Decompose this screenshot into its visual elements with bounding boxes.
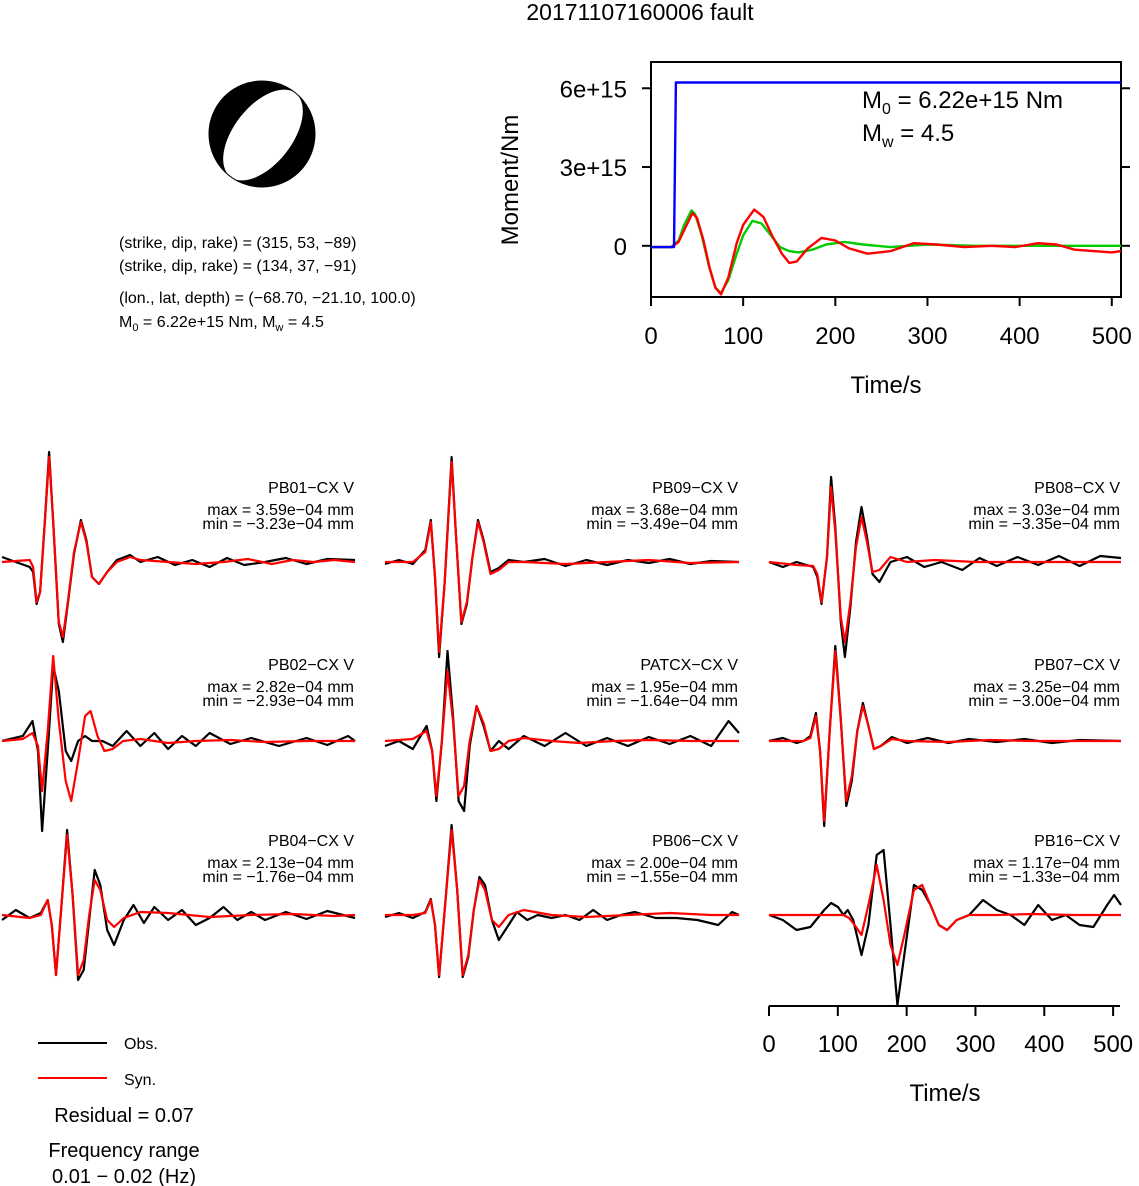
legend: Obs. Syn. <box>38 1036 158 1089</box>
station-name: PB01−CX V <box>268 480 354 497</box>
station-min: min = −1.76e−04 mm <box>202 869 354 886</box>
moment-chart: Moment/Nm Time/s 0 100 200 300 400 500 0 3e+15 6… <box>497 61 1132 399</box>
waveform-x-tick-label: 300 <box>955 1031 995 1058</box>
station-max: max = 3.59e−04 mm <box>207 502 354 519</box>
station-max: max = 1.95e−04 mm <box>591 679 738 696</box>
moment-synthetic-line <box>651 208 1122 296</box>
residual-text: Residual = 0.07 <box>54 1105 194 1127</box>
station-name: PB06−CX V <box>652 833 738 850</box>
magnitude-summary: M0 = 6.22e+15 Nm, Mw = 4.5 <box>119 314 324 334</box>
synthetic-waveform <box>768 485 1121 644</box>
synthetic-waveform <box>385 460 740 654</box>
synthetic-waveform <box>1 833 356 977</box>
moment-x-tick-label: 500 <box>1092 323 1132 350</box>
synthetic-waveform <box>769 649 1121 823</box>
frequency-range-title: Frequency range <box>48 1140 199 1162</box>
station-max: max = 3.68e−04 mm <box>591 502 738 519</box>
station-min: min = −1.64e−04 mm <box>586 693 738 710</box>
station-min: min = −2.93e−04 mm <box>202 693 354 710</box>
station-max: max = 3.03e−04 mm <box>973 502 1120 519</box>
waveform-x-tick-label: 200 <box>887 1031 927 1058</box>
waveform-time-axis: Time/s 0 100 200 300 400 500 <box>762 1005 1133 1107</box>
moment-annotation-m0: M0 = 6.22e+15 Nm <box>862 87 1063 118</box>
synthetic-waveform <box>1 455 356 639</box>
station-name: PB04−CX V <box>268 833 354 850</box>
station-min: min = −1.33e−04 mm <box>968 869 1120 886</box>
moment-x-tick-label: 100 <box>723 323 763 350</box>
moment-cumulative-line <box>651 81 1121 249</box>
frequency-range-value: 0.01 − 0.02 (Hz) <box>52 1166 196 1186</box>
station-min: min = −3.35e−04 mm <box>968 516 1120 533</box>
station-name: PB02−CX V <box>268 657 354 674</box>
station-min: min = −3.00e−04 mm <box>968 693 1120 710</box>
moment-y-tick-label: 6e+15 <box>560 76 627 103</box>
moment-y-tick-label: 0 <box>614 234 627 261</box>
moment-x-tick-label: 200 <box>815 323 855 350</box>
moment-plot-frame <box>650 61 1122 298</box>
waveform-x-tick-label: 0 <box>762 1031 775 1058</box>
moment-y-axis-label: Moment/Nm <box>497 115 524 246</box>
station-max: max = 2.82e−04 mm <box>207 679 354 696</box>
waveform-x-tick-label: 400 <box>1024 1031 1064 1058</box>
station-name: PB08−CX V <box>1034 480 1120 497</box>
station-name: PB09−CX V <box>652 480 738 497</box>
station-min: min = −3.23e−04 mm <box>202 516 354 533</box>
station-min: min = −3.49e−04 mm <box>586 516 738 533</box>
station-max: max = 2.13e−04 mm <box>207 855 354 872</box>
nodal-plane-2: (strike, dip, rake) = (134, 37, −91) <box>119 258 356 275</box>
figure-title: 20171107160006 fault <box>526 0 754 25</box>
station-max: max = 2.00e−04 mm <box>591 855 738 872</box>
legend-obs-label: Obs. <box>124 1036 158 1053</box>
synthetic-waveform <box>769 863 1121 967</box>
moment-x-tick-label: 400 <box>1000 323 1040 350</box>
moment-annotation-mw: Mw = 4.5 <box>862 120 954 151</box>
station-name: PB16−CX V <box>1034 833 1120 850</box>
waveform-x-tick-label: 500 <box>1093 1031 1133 1058</box>
hypocenter-location: (lon., lat, depth) = (−68.70, −21.10, 10… <box>119 290 416 307</box>
moment-x-tick-label: 0 <box>644 323 657 350</box>
station-min: min = −1.55e−04 mm <box>586 869 738 886</box>
moment-x-tick-label: 300 <box>907 323 947 350</box>
synthetic-waveform <box>384 669 739 798</box>
nodal-plane-1: (strike, dip, rake) = (315, 53, −89) <box>119 235 356 252</box>
focal-mechanism-beachball <box>208 80 316 188</box>
moment-y-tick-label: 3e+15 <box>560 155 627 182</box>
synthetic-waveform <box>1 654 355 803</box>
station-max: max = 3.25e−04 mm <box>973 679 1120 696</box>
synthetic-waveform <box>385 828 739 977</box>
legend-syn-label: Syn. <box>124 1072 156 1089</box>
station-max: max = 1.17e−04 mm <box>973 855 1120 872</box>
waveform-x-tick-label: 100 <box>818 1031 858 1058</box>
station-name: PATCX−CX V <box>640 657 738 674</box>
waveform-x-axis-label: Time/s <box>909 1080 980 1107</box>
station-name: PB07−CX V <box>1034 657 1120 674</box>
moment-x-axis-label: Time/s <box>850 372 921 399</box>
